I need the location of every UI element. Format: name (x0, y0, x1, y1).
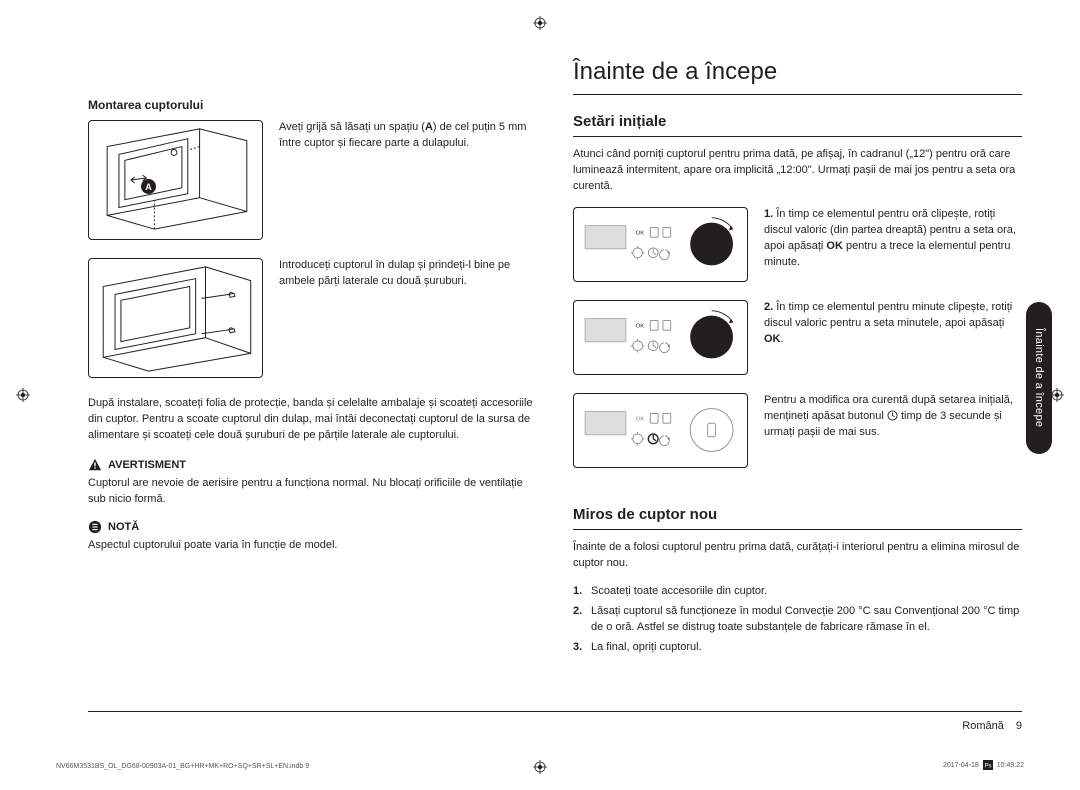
step3-text: Pentru a modifica ora curentă după setar… (764, 393, 1022, 468)
side-tab: Înainte de a începe (1026, 302, 1052, 454)
page-title: Înainte de a începe (573, 58, 1022, 86)
panel-ok-label: OK (636, 230, 645, 236)
registration-mark-top (533, 16, 547, 30)
smell-step: La final, opriți cuptorul. (573, 640, 1022, 656)
page: Înainte de a începe Montarea cuptorului (0, 0, 1080, 790)
ps-icon: Ps (983, 760, 993, 770)
control-panel-step2: OK (573, 300, 748, 375)
print-meta-date: 2017-04-18 Ps 10:49:22 (943, 760, 1024, 770)
print-meta-file: NV66M3531BS_OL_DG68-00903A-01_BG+HR+MK+R… (56, 763, 309, 770)
clock-icon (887, 410, 898, 421)
right-column: Înainte de a începe Setări inițiale Atun… (573, 58, 1022, 659)
fig-label-a: A (141, 179, 156, 194)
control-panel-step1: OK (573, 207, 748, 282)
step3-row: OK Pentr (573, 393, 1022, 468)
mounting-heading: Montarea cuptorului (88, 98, 537, 112)
smell-step: Scoateți toate accesoriile din cuptor. (573, 584, 1022, 600)
note-heading: NOTĂ (88, 520, 537, 534)
svg-text:OK: OK (636, 416, 645, 422)
settings-rule (573, 136, 1022, 137)
fig-oven-screws (88, 258, 263, 378)
settings-heading: Setări inițiale (573, 113, 1022, 130)
step1-row: OK 1. În timp ce elem (573, 207, 1022, 282)
registration-mark-bottom (533, 760, 547, 774)
footer-language: Română (962, 720, 1004, 732)
warning-text: Cuptorul are nevoie de aerisire pentru a… (88, 476, 537, 508)
left-column: Montarea cuptorului (88, 58, 537, 659)
control-panel-step3: OK (573, 393, 748, 468)
note-icon (88, 520, 102, 534)
title-rule (573, 94, 1022, 95)
warning-icon (88, 458, 102, 472)
step2-text: 2. În timp ce elementul pentru minute cl… (764, 300, 1022, 375)
page-footer: Română 9 (88, 711, 1022, 732)
fig-oven-gap: A (88, 120, 263, 240)
warning-heading: AVERTISMENT (88, 458, 537, 472)
svg-text:OK: OK (636, 323, 645, 329)
svg-text:Ps: Ps (984, 764, 991, 770)
smell-intro: Înainte de a folosi cuptorul pentru prim… (573, 540, 1022, 572)
settings-intro: Atunci când porniți cuptorul pentru prim… (573, 147, 1022, 195)
fig2-caption: Introduceți cuptorul în dulap și prindeț… (279, 258, 537, 378)
note-label: NOTĂ (108, 521, 139, 533)
fig2-row: Introduceți cuptorul în dulap și prindeț… (88, 258, 537, 378)
registration-mark-right (1050, 388, 1064, 402)
note-text: Aspectul cuptorului poate varia în funcț… (88, 538, 537, 554)
smell-steps: Scoateți toate accesoriile din cuptor. L… (573, 584, 1022, 656)
fig1-row: A Aveți grijă să lăsați un spațiu (A) de… (88, 120, 537, 240)
step1-text: 1. În timp ce elementul pentru oră clipe… (764, 207, 1022, 282)
warning-label: AVERTISMENT (108, 459, 186, 471)
fig1-caption: Aveți grijă să lăsați un spațiu (A) de c… (279, 120, 537, 240)
after-install-text: După instalare, scoateți folia de protec… (88, 396, 537, 444)
smell-step: Lăsați cuptorul să funcționeze în modul … (573, 604, 1022, 636)
content-columns: Montarea cuptorului (88, 58, 1022, 659)
smell-heading: Miros de cuptor nou (573, 506, 1022, 523)
smell-rule (573, 529, 1022, 530)
registration-mark-left (16, 388, 30, 402)
step2-row: OK 2. În timp ce elem (573, 300, 1022, 375)
side-tab-label: Înainte de a începe (1033, 328, 1045, 427)
footer-page-number: 9 (1016, 720, 1022, 732)
